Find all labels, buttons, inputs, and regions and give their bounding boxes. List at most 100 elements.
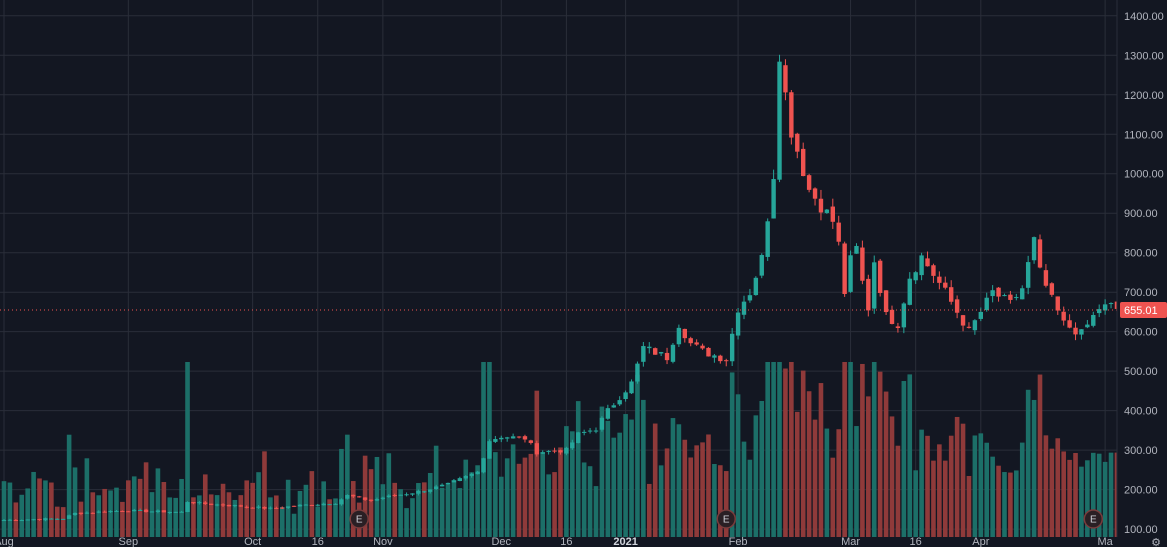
candle-body	[522, 436, 528, 440]
candle-body	[155, 510, 161, 513]
price-tick-label: 700.00	[1124, 287, 1158, 299]
candle-body	[872, 262, 877, 309]
candle-body	[499, 437, 504, 440]
time-tick-label: Sep	[119, 536, 139, 547]
volume-bar	[161, 482, 167, 537]
candle-body	[1067, 320, 1072, 328]
gear-icon[interactable]: ⚙	[1151, 537, 1161, 547]
volume-bar	[564, 426, 569, 537]
candle-body	[351, 494, 356, 497]
candle-body	[943, 282, 948, 288]
candle-body	[475, 471, 480, 475]
volume-bar	[78, 501, 84, 537]
candle-body	[1085, 324, 1090, 328]
candle-body	[546, 450, 551, 452]
candle-body	[280, 507, 285, 509]
candle-body	[712, 355, 717, 358]
volume-bar	[954, 416, 960, 537]
candle-body	[1020, 288, 1025, 300]
volume-bar	[179, 478, 184, 537]
candle-body	[682, 328, 687, 339]
candle-body	[1091, 315, 1096, 326]
volume-bar	[37, 478, 42, 537]
volume-bar	[197, 495, 202, 537]
candle-body	[960, 315, 966, 326]
earnings-marker[interactable]	[716, 509, 736, 529]
volume-bar	[966, 475, 972, 537]
candle-body	[469, 473, 474, 476]
candle-body	[836, 222, 841, 242]
volume-bar	[617, 432, 622, 537]
earnings-marker[interactable]	[1083, 509, 1104, 529]
candle-body	[185, 502, 190, 513]
candle-body	[463, 475, 468, 479]
volume-bar	[1085, 460, 1090, 537]
volume-bar	[274, 495, 279, 537]
volume-bar	[262, 451, 267, 537]
volume-bar	[410, 498, 415, 537]
candle-body	[735, 312, 741, 336]
volume-bar	[800, 370, 806, 537]
volume-bar	[1102, 461, 1108, 537]
candle-body	[966, 326, 972, 328]
candle-body	[729, 333, 735, 362]
candle-body	[629, 381, 634, 394]
candle-body	[1008, 294, 1013, 300]
volume-bar	[735, 394, 741, 537]
volume-bar	[706, 434, 711, 537]
volume-bar	[700, 442, 705, 537]
earnings-marker[interactable]	[349, 509, 369, 529]
volume-bar	[191, 497, 196, 537]
volume-bar	[226, 492, 232, 537]
time-tick-label: Apr	[972, 536, 989, 547]
candle-body	[830, 206, 835, 222]
candle-body	[309, 504, 315, 506]
volume-bar	[445, 484, 451, 537]
volume-bar	[510, 444, 516, 537]
volume-bar	[108, 490, 113, 537]
volume-bar	[1031, 399, 1037, 537]
candle-body	[1049, 283, 1055, 295]
volume-bar	[167, 497, 173, 537]
candle-body	[197, 502, 202, 504]
volume-bar	[688, 457, 694, 537]
volume-bar	[729, 372, 735, 537]
candle-body	[593, 430, 599, 432]
candle-body	[428, 489, 433, 492]
candle-body	[664, 352, 670, 361]
price-tick-label: 100.00	[1124, 524, 1158, 536]
volume-bar	[321, 481, 326, 537]
volume-bar	[1019, 442, 1025, 537]
candle-body	[191, 502, 196, 504]
candle-body	[422, 491, 427, 493]
candle-body	[653, 348, 658, 355]
volume-bar	[49, 482, 54, 537]
volume-bar	[149, 492, 155, 537]
candle-body	[1014, 297, 1019, 299]
earnings-marker-label: E	[723, 515, 730, 526]
volume-bar	[155, 468, 161, 537]
candle-body	[1031, 237, 1037, 261]
volume-bar	[741, 441, 747, 537]
candle-body	[605, 408, 611, 419]
candle-body	[824, 209, 830, 213]
volume-bar	[214, 495, 220, 537]
candle-body	[285, 506, 291, 508]
candle-body	[990, 290, 995, 297]
candle-body	[37, 519, 42, 521]
candle-body	[1073, 327, 1078, 335]
volume-bar	[493, 452, 498, 537]
candle-body	[1037, 239, 1043, 268]
candle-body	[623, 392, 628, 400]
candle-body	[457, 478, 463, 482]
volume-bar	[919, 429, 924, 537]
volume-bar	[830, 457, 836, 537]
volume-bar	[664, 448, 670, 537]
volume-bar	[848, 362, 853, 537]
candle-body	[19, 520, 24, 522]
candle-body	[783, 65, 788, 93]
volume-bar	[339, 448, 344, 537]
time-tick-label: Dec	[491, 536, 511, 547]
